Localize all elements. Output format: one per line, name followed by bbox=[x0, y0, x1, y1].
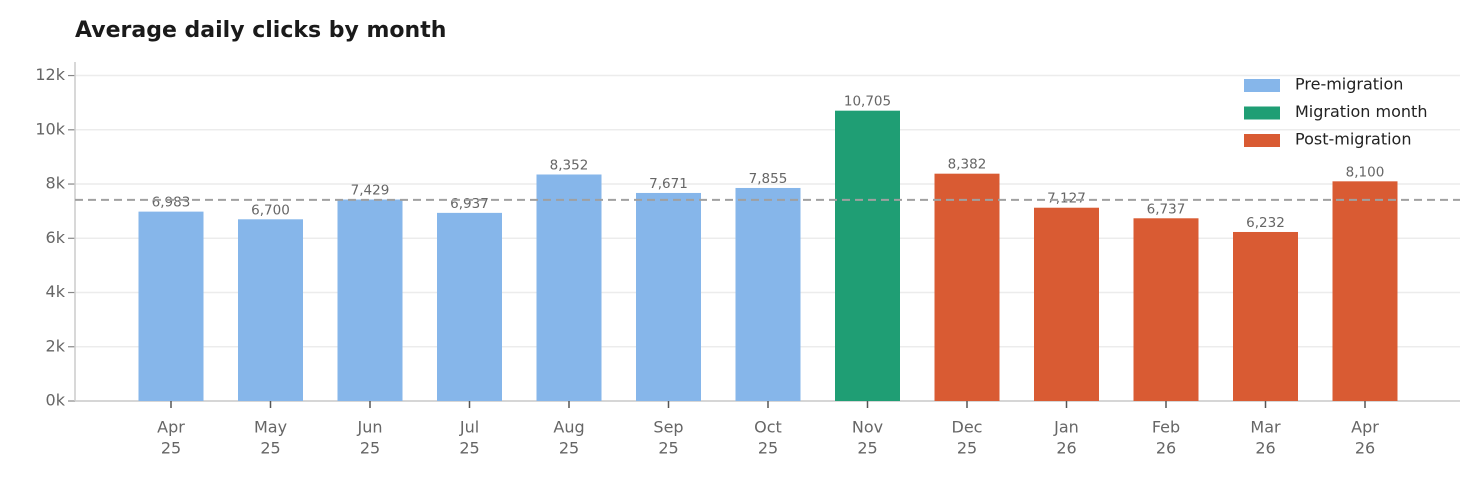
legend-swatch bbox=[1244, 79, 1280, 92]
legend-label: Pre-migration bbox=[1295, 75, 1403, 94]
y-tick-label: 6k bbox=[46, 228, 66, 247]
x-tick-label: Oct bbox=[754, 418, 782, 437]
value-label: 8,100 bbox=[1346, 164, 1385, 180]
bar bbox=[238, 219, 303, 401]
bar bbox=[1133, 218, 1199, 401]
bar bbox=[835, 110, 900, 402]
value-label: 7,429 bbox=[351, 183, 390, 199]
x-tick-label: 26 bbox=[1156, 439, 1176, 458]
value-label: 6,937 bbox=[450, 196, 489, 212]
y-tick-label: 4k bbox=[46, 282, 66, 301]
x-tick-label: Dec bbox=[952, 418, 983, 437]
x-tick-label: 26 bbox=[1255, 439, 1275, 458]
y-tick-label: 8k bbox=[46, 174, 66, 193]
bar bbox=[735, 187, 801, 401]
x-tick-label: 25 bbox=[559, 439, 579, 458]
x-tick-label: Mar bbox=[1250, 418, 1281, 437]
x-tick-label: Apr bbox=[1351, 418, 1379, 437]
x-tick-label: 25 bbox=[857, 439, 877, 458]
legend-label: Post-migration bbox=[1295, 130, 1411, 149]
x-tick-label: 25 bbox=[957, 439, 977, 458]
x-tick-label: 25 bbox=[658, 439, 678, 458]
x-tick-label: Aug bbox=[553, 418, 584, 437]
legend-swatch bbox=[1244, 134, 1280, 147]
x-tick-label: Sep bbox=[653, 418, 683, 437]
x-tick-label: 25 bbox=[459, 439, 479, 458]
x-tick-label: 26 bbox=[1056, 439, 1076, 458]
value-label: 6,737 bbox=[1147, 201, 1186, 217]
bar bbox=[1034, 207, 1099, 401]
x-tick-label: 25 bbox=[260, 439, 280, 458]
bar bbox=[337, 199, 403, 401]
value-label: 7,671 bbox=[649, 176, 688, 192]
bar bbox=[1233, 231, 1298, 401]
value-label: 8,352 bbox=[550, 157, 589, 173]
x-tick-label: 25 bbox=[758, 439, 778, 458]
legend-swatch bbox=[1244, 106, 1280, 120]
y-tick-label: 2k bbox=[46, 336, 66, 355]
x-tick-label: Nov bbox=[852, 418, 883, 437]
value-label: 7,855 bbox=[749, 171, 788, 187]
bar bbox=[1332, 181, 1398, 401]
x-tick-label: Jan bbox=[1053, 418, 1079, 437]
value-label: 6,700 bbox=[251, 202, 290, 218]
x-tick-label: Jun bbox=[357, 418, 383, 437]
value-label: 7,127 bbox=[1047, 191, 1086, 207]
bar bbox=[636, 192, 701, 401]
x-tick-label: Feb bbox=[1152, 418, 1180, 437]
value-label: 6,232 bbox=[1246, 215, 1285, 231]
y-tick-label: 12k bbox=[35, 65, 65, 84]
chart-title: Average daily clicks by month bbox=[75, 18, 446, 43]
x-tick-label: 25 bbox=[360, 439, 380, 458]
bar bbox=[934, 173, 1000, 401]
bar bbox=[536, 174, 602, 401]
legend-label: Migration month bbox=[1295, 102, 1427, 121]
x-tick-label: 26 bbox=[1355, 439, 1375, 458]
y-tick-label: 10k bbox=[35, 119, 65, 138]
x-tick-label: May bbox=[254, 418, 287, 437]
bar bbox=[437, 212, 502, 401]
value-label: 6,983 bbox=[152, 195, 191, 211]
value-label: 10,705 bbox=[844, 94, 891, 110]
value-label: 8,382 bbox=[948, 157, 987, 173]
bar bbox=[138, 211, 204, 401]
y-tick-label: 0k bbox=[46, 391, 66, 410]
x-tick-label: 25 bbox=[161, 439, 181, 458]
x-tick-label: Apr bbox=[157, 418, 185, 437]
x-tick-label: Jul bbox=[459, 418, 479, 437]
